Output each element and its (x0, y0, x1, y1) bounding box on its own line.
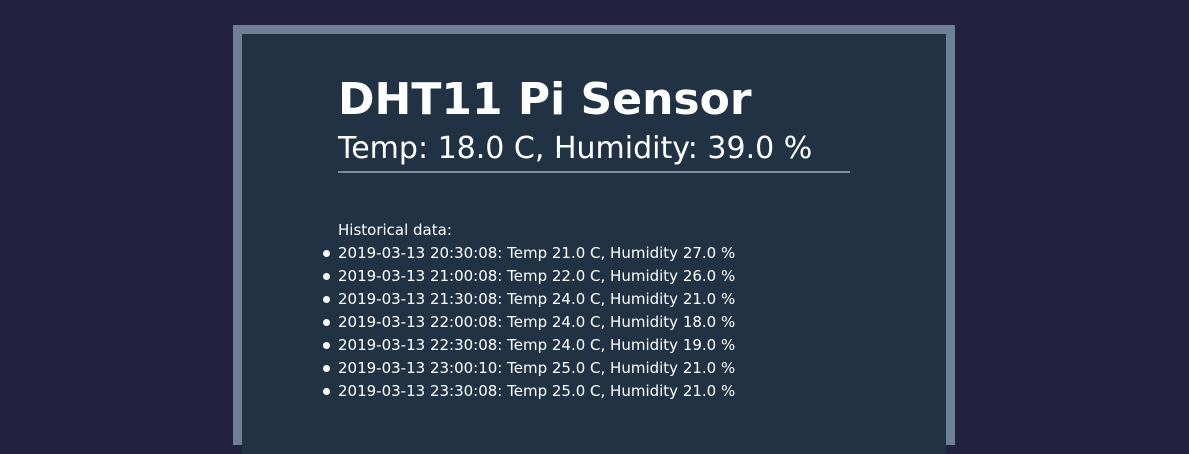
history-entry-text: 2019-03-13 21:30:08: Temp 24.0 C, Humidi… (338, 290, 736, 308)
page-title: DHT11 Pi Sensor (338, 74, 752, 125)
bullet-icon (323, 250, 330, 257)
history-entry-text: 2019-03-13 22:30:08: Temp 24.0 C, Humidi… (338, 336, 736, 354)
content: DHT11 Pi Sensor Temp: 18.0 C, Humidity: … (323, 72, 850, 403)
bullet-icon (323, 388, 330, 395)
bullet-icon (323, 273, 330, 280)
history-entry: 2019-03-13 23:00:10: Temp 25.0 C, Humidi… (323, 357, 850, 380)
sensor-frame: DHT11 Pi Sensor Temp: 18.0 C, Humidity: … (233, 25, 955, 454)
history-entry-text: 2019-03-13 23:30:08: Temp 25.0 C, Humidi… (338, 382, 736, 400)
history-entry: 2019-03-13 21:00:08: Temp 22.0 C, Humidi… (323, 265, 850, 288)
bullet-icon (323, 365, 330, 372)
bullet-icon (323, 319, 330, 326)
history-list: 2019-03-13 20:30:08: Temp 21.0 C, Humidi… (323, 242, 850, 403)
sensor-panel: DHT11 Pi Sensor Temp: 18.0 C, Humidity: … (242, 34, 946, 454)
history-entry-text: 2019-03-13 22:00:08: Temp 24.0 C, Humidi… (338, 313, 736, 331)
history-entry: 2019-03-13 23:30:08: Temp 25.0 C, Humidi… (323, 380, 850, 403)
history-entry-text: 2019-03-13 23:00:10: Temp 25.0 C, Humidi… (338, 359, 736, 377)
history-entry: 2019-03-13 22:00:08: Temp 24.0 C, Humidi… (323, 311, 850, 334)
current-reading: Temp: 18.0 C, Humidity: 39.0 % (338, 130, 850, 173)
history-entry: 2019-03-13 20:30:08: Temp 21.0 C, Humidi… (323, 242, 850, 265)
history-entry: 2019-03-13 22:30:08: Temp 24.0 C, Humidi… (323, 334, 850, 357)
bullet-icon (323, 342, 330, 349)
history-entry-text: 2019-03-13 20:30:08: Temp 21.0 C, Humidi… (338, 244, 736, 262)
bullet-icon (323, 296, 330, 303)
history-title: Historical data: (338, 221, 452, 239)
history-entry: 2019-03-13 21:30:08: Temp 24.0 C, Humidi… (323, 288, 850, 311)
history-entry-text: 2019-03-13 21:00:08: Temp 22.0 C, Humidi… (338, 267, 736, 285)
